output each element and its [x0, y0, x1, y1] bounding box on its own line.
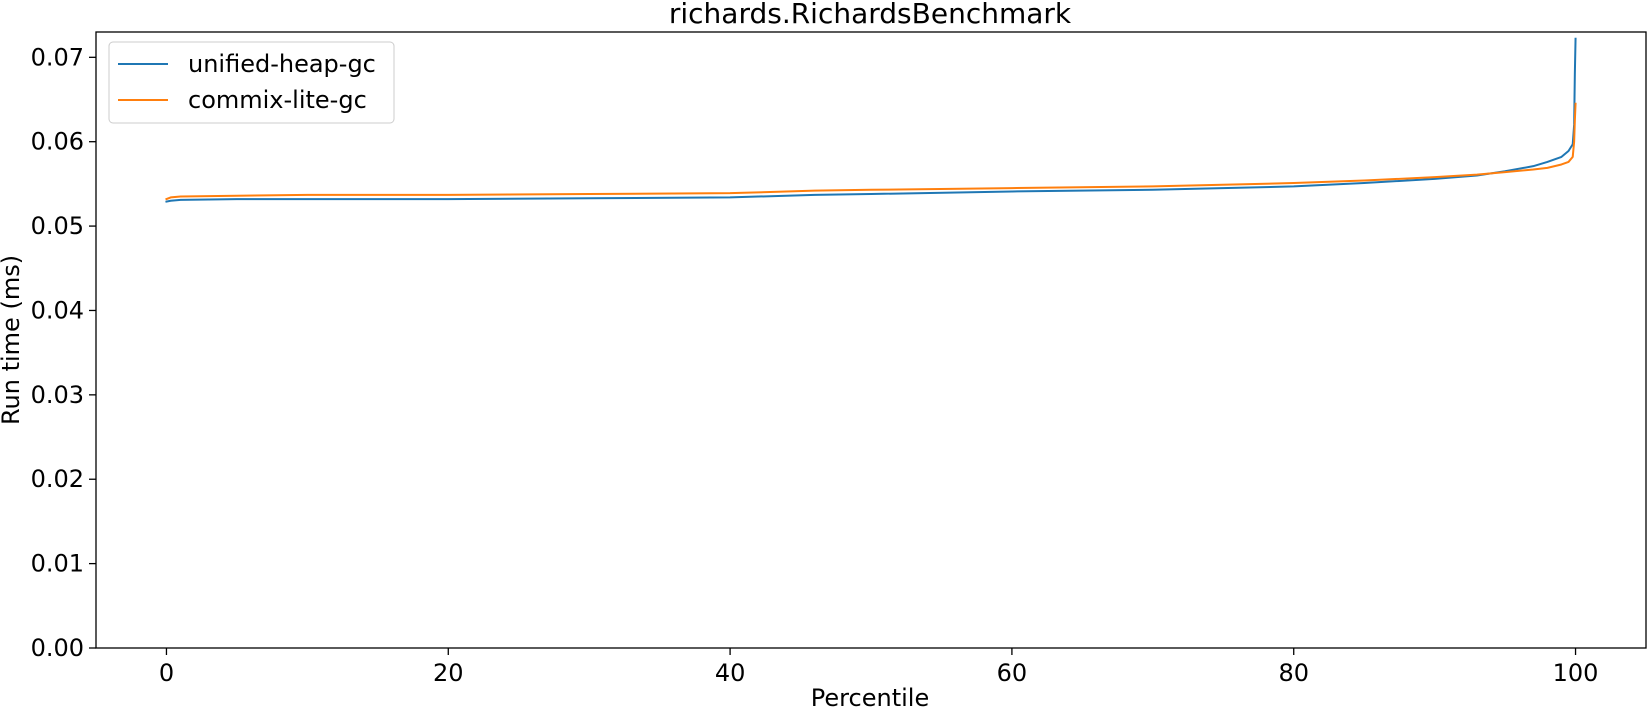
y-axis-ticks: 0.00 0.01 0.02 0.03 0.04 0.05 0.06 0.07: [31, 43, 96, 662]
y-tick-label: 0.03: [31, 381, 84, 409]
y-axis-label: Run time (ms): [0, 255, 25, 425]
x-axis-label: Percentile: [811, 684, 929, 710]
legend-label-commix-lite-gc: commix-lite-gc: [188, 86, 367, 114]
x-tick-label: 60: [997, 659, 1028, 687]
y-tick-label: 0.05: [31, 212, 84, 240]
x-tick-label: 40: [715, 659, 746, 687]
legend-label-unified-heap-gc: unified-heap-gc: [188, 50, 376, 78]
series-lines: [165, 37, 1577, 203]
series-line-unified-heap-gc: [165, 37, 1577, 203]
series-line-commix-lite-gc: [165, 102, 1577, 201]
y-tick-label: 0.00: [31, 634, 84, 662]
x-tick-label: 20: [433, 659, 464, 687]
y-tick-label: 0.01: [31, 550, 84, 578]
x-axis-ticks: 0 20 40 60 80 100: [159, 648, 1599, 687]
plot-frame: [95, 31, 1647, 649]
x-tick-label: 80: [1278, 659, 1309, 687]
x-tick-label: 100: [1553, 659, 1599, 687]
legend-box: [108, 41, 395, 124]
y-tick-label: 0.06: [31, 128, 84, 156]
y-tick-label: 0.02: [31, 465, 84, 493]
legend: unified-heap-gc commix-lite-gc: [108, 41, 395, 124]
chart-title: richards.RichardsBenchmark: [669, 0, 1072, 30]
x-tick-label: 0: [159, 659, 174, 687]
y-tick-label: 0.07: [31, 43, 84, 71]
y-tick-label: 0.04: [31, 296, 84, 324]
plot-area: 0 20 40 60 80 100 0.000.010.020.030.040.050.0…: [31, 31, 1647, 687]
